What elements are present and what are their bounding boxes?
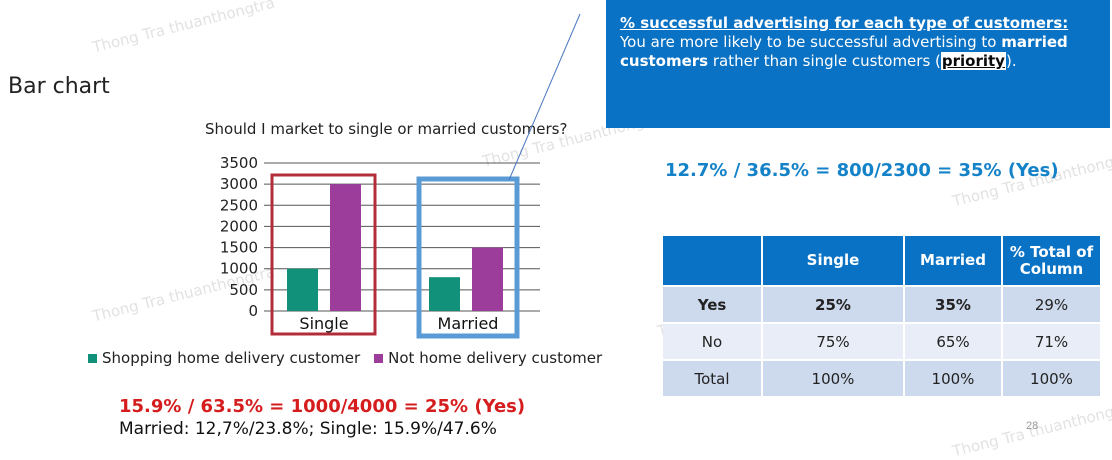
table-row: Total 100% 100% 100% — [663, 359, 1102, 396]
legend-swatch-purple — [374, 353, 384, 363]
y-tick-label: 2500 — [220, 196, 258, 214]
y-tick-label: 0 — [248, 302, 258, 320]
married-highlight-box — [416, 176, 520, 339]
callout-text: ). — [1005, 52, 1017, 70]
y-tick-label: 3000 — [220, 175, 258, 193]
chart-bars — [287, 184, 503, 311]
y-tick-label: 1000 — [220, 260, 258, 278]
table-cell: 71% — [1002, 322, 1102, 360]
bar-married-series-1 — [472, 247, 503, 311]
table-cell: Total — [663, 359, 763, 396]
y-tick-label: 500 — [229, 281, 258, 299]
legend-item-shopping: Shopping home delivery customer — [88, 349, 360, 367]
bar-single-series-1 — [330, 184, 361, 311]
chart-title: Should I market to single or married cus… — [205, 120, 568, 138]
bar-chart: 0 500 1000 1500 2000 2500 3000 3500 Single Marri… — [220, 13, 581, 339]
legend-swatch-green — [88, 353, 97, 363]
category-highlight-boxes — [270, 173, 520, 339]
table-cell: 65% — [904, 322, 1003, 360]
single-highlight-box — [270, 173, 377, 336]
table-header-row: Single Married % Total of Column — [663, 236, 1102, 286]
percentage-table: Single Married % Total of Column Yes 25%… — [663, 236, 1102, 396]
callout-box: % successful advertising for each type o… — [606, 0, 1110, 128]
x-axis-labels: Single Married — [299, 314, 498, 333]
table-cell: 29% — [1002, 285, 1102, 323]
table-cell: 35% — [904, 285, 1003, 323]
legend-item-not-home: Not home delivery customer — [374, 349, 602, 367]
table-cell: 100% — [904, 359, 1003, 396]
y-tick-label: 1500 — [220, 239, 258, 257]
x-category-label: Married — [438, 314, 499, 333]
married-single-ratio: Married: 12,7%/23.8%; Single: 15.9%/47.6… — [119, 419, 497, 439]
callout-text: You are more likely to be successful adv… — [620, 33, 1002, 51]
table-cell: 75% — [762, 322, 905, 360]
table-cell: 100% — [1002, 359, 1102, 396]
table-cell: 25% — [762, 285, 905, 323]
table-header-cell: Single — [762, 236, 905, 286]
blue-formula: 12.7% / 36.5% = 800/2300 = 35% (Yes) — [665, 160, 1059, 181]
page-number: 28 — [1026, 420, 1039, 432]
y-axis-ticks: 0 500 1000 1500 2000 2500 3000 3500 — [220, 154, 258, 320]
callout-text: rather than single customers ( — [708, 52, 941, 70]
table-header-cell: Married — [904, 236, 1003, 286]
legend-label: Not home delivery customer — [388, 349, 603, 367]
red-formula: 15.9% / 63.5% = 1000/4000 = 25% (Yes) — [119, 396, 526, 417]
chart-legend: Shopping home delivery customer Not home… — [88, 349, 602, 367]
callout-heading: % successful advertising for each type o… — [620, 14, 1069, 32]
bar-married-series-0 — [429, 277, 460, 311]
y-tick-label: 3500 — [220, 154, 258, 172]
table-row: Yes 25% 35% 29% — [663, 285, 1102, 323]
callout-pointer-line — [508, 13, 581, 181]
table-cell: Yes — [663, 285, 763, 323]
table-cell: No — [663, 322, 763, 360]
table-header-cell: % Total of Column — [1002, 236, 1102, 286]
slide-heading: Bar chart — [8, 74, 110, 99]
bar-single-series-0 — [287, 268, 318, 311]
x-category-label: Single — [299, 314, 348, 333]
y-tick-label: 2000 — [220, 217, 258, 235]
callout-priority: priority — [940, 52, 1006, 70]
table-header-cell — [663, 236, 763, 286]
table-cell: 100% — [762, 359, 905, 396]
legend-label: Shopping home delivery customer — [102, 349, 361, 367]
table-row: No 75% 65% 71% — [663, 322, 1102, 360]
callout-bold: married customers — [620, 33, 1068, 70]
